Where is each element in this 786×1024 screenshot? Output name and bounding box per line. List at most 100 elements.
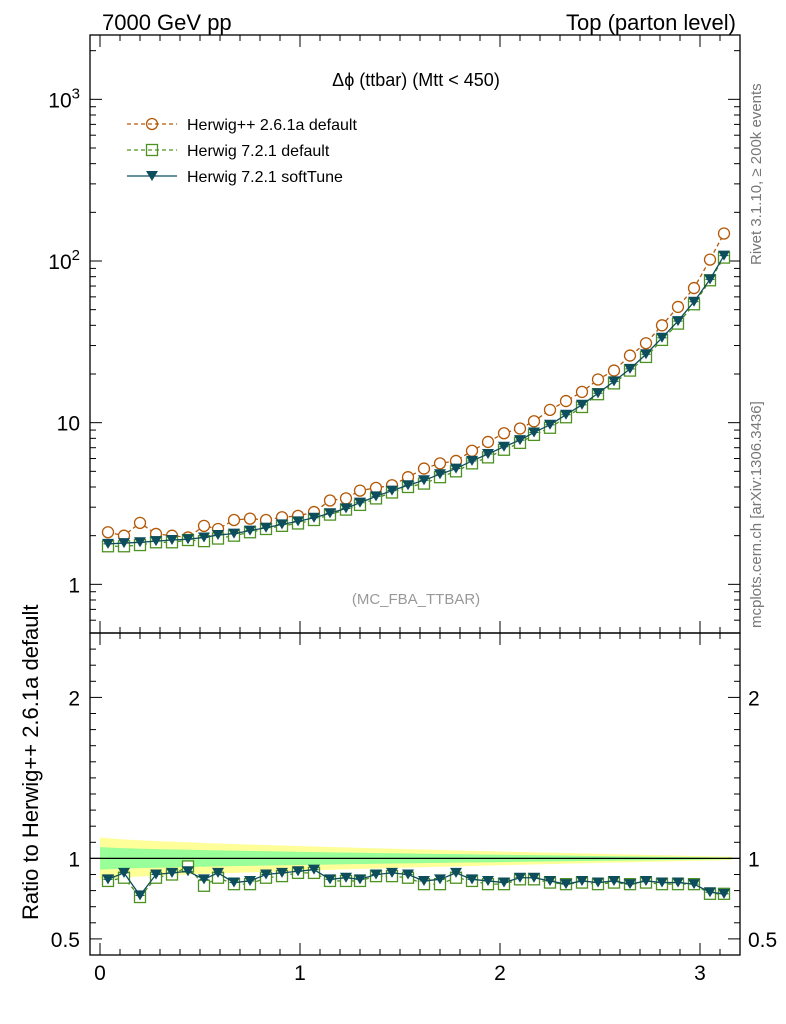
ratio-data-point-1 <box>386 867 398 878</box>
ratio-data-point-1 <box>434 874 446 885</box>
ratio-data-point-1 <box>102 874 114 885</box>
main-data-point-2 <box>276 519 288 530</box>
ratio-series-line-0 <box>107 865 724 899</box>
main-data-point-2 <box>134 537 146 548</box>
ratio-panel: 0 1 2 3 0.5 0.5 1 1 2 2 <box>51 633 777 985</box>
beam-energy-label: 7000 GeV pp <box>102 10 232 35</box>
ratio-data-point-1 <box>640 875 652 886</box>
main-data-point-0 <box>417 462 431 475</box>
ratio-data-point-1 <box>276 867 288 878</box>
main-data-point-2 <box>498 441 510 452</box>
legend: Herwig++ 2.6.1a default Herwig 7.2.1 def… <box>127 117 357 186</box>
main-data-point-0 <box>323 494 337 507</box>
main-data-point-2 <box>640 349 652 360</box>
ratio-y-tick-label-right: 2 <box>748 687 760 710</box>
ratio-data-point-1 <box>718 888 730 899</box>
ratio-data-point-1 <box>166 867 178 878</box>
ratio-data-point-1 <box>324 874 336 885</box>
ratio-data-point-1 <box>260 869 272 880</box>
main-data-point-2 <box>292 516 304 527</box>
main-data-point-0 <box>687 281 701 295</box>
ratio-data-point-1 <box>308 864 320 875</box>
ratio-y-tick-label-right: 0.5 <box>748 929 777 952</box>
main-data-point-2 <box>386 485 398 496</box>
main-data-point-0 <box>339 492 353 505</box>
main-data-point-0 <box>543 403 557 417</box>
ratio-data-point-1 <box>370 869 382 880</box>
ratio-frame <box>89 632 741 956</box>
main-data-point-0 <box>353 484 367 497</box>
main-data-point-0 <box>559 394 573 408</box>
rivet-version-label: Rivet 3.1.10, ≥ 200k events <box>748 83 765 265</box>
main-data-point-0 <box>671 300 685 314</box>
ratio-data-point-1 <box>498 877 510 888</box>
main-data-point-2 <box>118 538 130 549</box>
x-tick-label: 0 <box>94 962 106 985</box>
main-data-point-2 <box>150 536 162 547</box>
main-data-point-2 <box>308 512 320 523</box>
main-data-point-2 <box>370 491 382 502</box>
ratio-data-point-1 <box>704 887 716 898</box>
ratio-y-tick-label: 1 <box>68 848 80 871</box>
process-label: Top (parton level) <box>566 10 736 35</box>
main-data-point-2 <box>672 316 684 327</box>
main-data-point-2 <box>688 296 700 307</box>
main-data-point-2 <box>592 388 604 399</box>
legend-entry-herwig7-default: Herwig 7.2.1 default <box>127 143 330 160</box>
main-data-point-0 <box>623 349 637 362</box>
main-data-point-0 <box>513 422 527 435</box>
ratio-data-point-1 <box>608 875 620 886</box>
plot-title: Δϕ (ttbar) (Mtt < 450) <box>332 70 500 90</box>
ratio-data-point-1 <box>514 872 526 883</box>
main-data-point-2 <box>482 449 494 460</box>
main-data-point-2 <box>576 399 588 410</box>
main-y-tick-label: 10 <box>57 413 80 436</box>
main-data-point-2 <box>434 469 446 480</box>
main-data-point-2 <box>544 419 556 430</box>
ratio-data-point-1 <box>576 875 588 886</box>
main-series-line-0 <box>107 233 725 539</box>
main-data-point-2 <box>182 534 194 545</box>
ratio-data-point-1 <box>212 867 224 878</box>
main-data-point-2 <box>324 508 336 519</box>
ratio-data-point-1 <box>134 890 146 901</box>
main-data-point-0 <box>703 253 717 266</box>
main-y-tick-label: 103 <box>48 85 80 112</box>
main-data-point-2 <box>228 528 240 539</box>
main-data-point-0 <box>497 427 511 440</box>
legend-marker-herwigpp <box>145 117 159 131</box>
main-data-point-2 <box>656 332 668 343</box>
main-data-point-2 <box>102 538 114 549</box>
main-data-point-0 <box>197 519 211 533</box>
main-data-point-0 <box>433 457 447 470</box>
ratio-data-point-1 <box>118 867 130 878</box>
main-series-line-1 <box>108 257 725 547</box>
main-data-point-2 <box>260 522 272 533</box>
main-y-tick-label: 102 <box>48 247 80 274</box>
main-data-point-2 <box>514 435 526 446</box>
ratio-data-point-1 <box>402 869 414 880</box>
main-series-line-2 <box>107 255 725 545</box>
main-data-point-2 <box>340 503 352 514</box>
main-data-point-2 <box>608 376 620 387</box>
ratio-data-point-1 <box>228 877 240 888</box>
ratio-data-point-1 <box>482 875 494 886</box>
x-tick-label: 3 <box>694 962 706 985</box>
ratio-data-point-1 <box>560 879 572 890</box>
main-data-point-0 <box>227 513 241 527</box>
main-data-point-0 <box>101 526 115 539</box>
mcplots-credit-label: mcplots.cern.ch [arXiv:1306.3436] <box>748 401 765 628</box>
ratio-y-tick-label: 2 <box>68 687 80 710</box>
main-data-point-2 <box>354 497 366 508</box>
legend-marker-herwig7-default <box>145 143 159 157</box>
main-data-point-2 <box>528 427 540 438</box>
ratio-data-point-1 <box>688 879 700 890</box>
main-data-point-0 <box>717 227 731 240</box>
ratio-data-point-1 <box>528 872 540 883</box>
legend-label-herwig7-default: Herwig 7.2.1 default <box>187 143 330 160</box>
main-data-point-0 <box>527 415 541 428</box>
ratio-data-point-1 <box>244 875 256 886</box>
ratio-data-point-1 <box>340 872 352 883</box>
ratio-y-tick-label-right: 1 <box>748 848 760 871</box>
main-data-point-2 <box>402 480 414 491</box>
